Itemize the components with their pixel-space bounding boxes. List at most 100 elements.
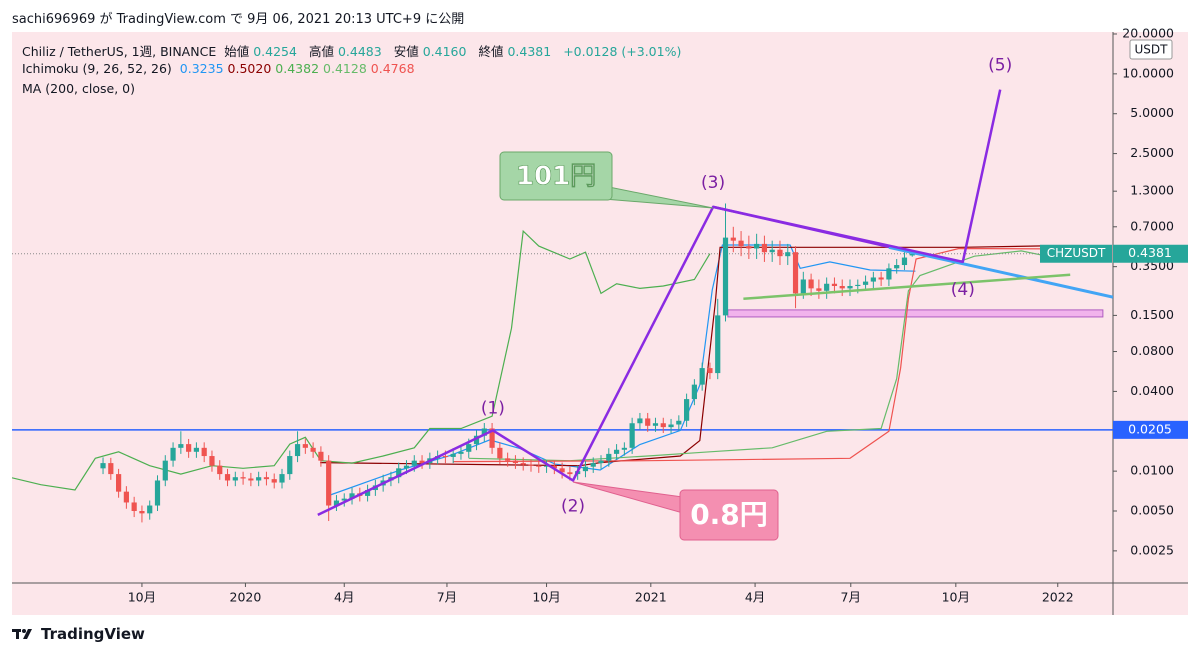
candle-body: [862, 281, 869, 285]
callout-box: [499, 151, 613, 201]
price-label: 0.0205: [1128, 421, 1172, 436]
change: +0.0128 (+3.01%): [563, 44, 682, 59]
candle-body: [139, 511, 145, 514]
candle-body: [668, 424, 674, 428]
y-tick-label: 0.0025: [1130, 542, 1174, 557]
candle-body: [839, 286, 845, 289]
candle-body: [201, 447, 207, 457]
y-tick-label: 0.0800: [1130, 343, 1174, 358]
candle-body: [481, 428, 487, 436]
symbol-label: CHZUSDT: [1047, 246, 1106, 260]
candle-body: [684, 399, 690, 421]
wave-label: (1): [481, 398, 505, 418]
candle-body: [466, 444, 472, 452]
candle-body: [217, 465, 223, 475]
x-tick-label: 10月: [532, 590, 560, 605]
x-tick-label: 7月: [841, 590, 861, 605]
ohlc-label: 終値: [478, 44, 504, 59]
currency-label: USDT: [1135, 43, 1169, 57]
ohlc: 高値 0.4483: [309, 44, 386, 59]
indicator-value: 0.4128: [323, 61, 367, 76]
candle-body: [528, 464, 534, 466]
candle-body: [831, 283, 838, 287]
candle-body: [536, 465, 542, 467]
candle-body: [645, 418, 651, 426]
candle-body: [847, 286, 853, 289]
indicator-line: [12, 229, 711, 491]
x-tick-label: 2020: [230, 590, 262, 605]
candle-body: [652, 423, 659, 426]
candle-body: [279, 474, 285, 483]
price-label: 0.4381: [1128, 245, 1172, 260]
wave-label: (3): [701, 173, 725, 193]
logo: [12, 629, 32, 639]
x-tick-label: 4月: [334, 590, 354, 605]
candle-body: [333, 500, 340, 506]
indicator-line: [468, 250, 1053, 462]
candle-body: [754, 243, 760, 249]
zone: [727, 309, 1104, 318]
candle-body: [676, 420, 682, 425]
x-tick-label: 7月: [437, 590, 457, 605]
ohlc-label: 高値: [308, 44, 334, 59]
candle-body: [232, 477, 238, 481]
candle-body: [660, 423, 666, 428]
candle-body: [715, 315, 721, 374]
candle-body: [878, 277, 884, 280]
indicator-value: 0.4768: [370, 61, 415, 76]
y-tick-label: 5.0000: [1130, 105, 1174, 120]
indicator-value: 0.3235: [179, 61, 224, 76]
candle-body: [178, 444, 184, 448]
candle-body: [792, 252, 799, 294]
candle-body: [808, 279, 814, 289]
wave-label: (4): [951, 280, 975, 300]
candle-body: [824, 283, 830, 291]
candle-body: [240, 477, 246, 479]
candle-body: [855, 284, 861, 287]
candle-body: [224, 474, 231, 481]
y-tick-label: 0.0100: [1130, 463, 1174, 478]
candle-body: [590, 463, 596, 467]
brand: TradingView: [41, 625, 145, 643]
x-tick-label: 10月: [942, 590, 970, 605]
chart-background: [12, 32, 1188, 615]
candle-body: [691, 384, 697, 400]
publish-info: sachi696969 が TradingView.com で 9月 06, 2…: [12, 12, 465, 27]
candle-body: [123, 491, 129, 503]
x-tick-label: 10月: [128, 590, 156, 605]
candle-body: [559, 468, 565, 473]
candle-body: [154, 480, 161, 506]
ohlc: 安値 0.4160: [394, 44, 471, 59]
ohlc-label: 安値: [393, 44, 419, 59]
candle-body: [108, 463, 114, 475]
x-tick-label: 4月: [745, 590, 765, 605]
y-tick-label: 0.0050: [1130, 503, 1174, 518]
candle-body: [364, 490, 371, 496]
candle-body: [294, 444, 301, 457]
x-tick-label: 2022: [1042, 590, 1074, 605]
candle-body: [707, 368, 713, 374]
candle-body: [629, 423, 635, 448]
candle-body: [450, 453, 456, 457]
candle-body: [512, 460, 519, 464]
candle-body: [287, 456, 293, 475]
plot-area: [12, 89, 1113, 523]
candle-body: [746, 246, 752, 249]
candle-body: [870, 277, 876, 282]
candle-body: [411, 460, 417, 466]
candle-body: [256, 477, 262, 481]
wave-line: [317, 89, 1002, 517]
candle-body: [349, 493, 355, 499]
candle-body: [162, 460, 168, 481]
candle-body: [886, 268, 892, 280]
price-label-box: [1113, 420, 1188, 439]
candle-body: [310, 447, 316, 452]
y-tick-label: 10.0000: [1122, 65, 1174, 80]
candle-body: [761, 243, 768, 253]
candle-body: [785, 252, 791, 257]
legend-row: MA (200, close, 0): [22, 81, 139, 96]
ohlc-value: 0.4381: [507, 44, 552, 59]
symbol: Chiliz / TetherUS, 1週, BINANCE: [22, 44, 217, 59]
candle-body: [901, 257, 908, 266]
